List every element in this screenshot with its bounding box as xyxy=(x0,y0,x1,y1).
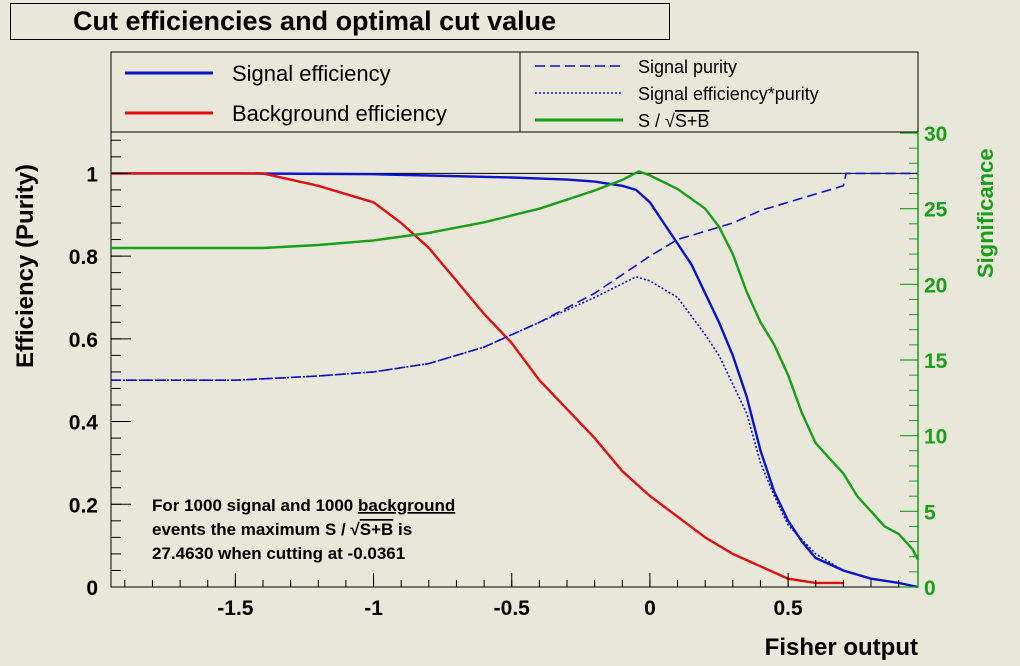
y-tick-label-0: 0 xyxy=(86,577,98,600)
y-tick-label-2: 0.4 xyxy=(69,412,99,435)
legend-left-label-1: Background efficiency xyxy=(232,101,447,126)
chart-title: Cut efficiencies and optimal cut value xyxy=(10,3,670,40)
legend-right-label-2: S / √S+B xyxy=(638,111,709,131)
series-line-3 xyxy=(111,275,919,588)
legend-left-label-0: Signal efficiency xyxy=(232,61,391,86)
y2-tick-label-3: 15 xyxy=(924,350,948,373)
x-tick-label-3: 0 xyxy=(644,597,656,620)
annotation-line1-a: For 1000 signal and 1000 xyxy=(152,496,358,515)
annotation: For 1000 signal and 1000 background even… xyxy=(152,496,455,563)
x-tick-label-2: -0.5 xyxy=(494,597,531,620)
annotation-sqrt-sign: √ xyxy=(350,520,360,539)
y2-tick-label-0: 0 xyxy=(924,577,936,600)
series-line-4 xyxy=(111,170,920,561)
annotation-line2-a: events the maximum S / xyxy=(152,520,350,539)
y-tick-label-4: 0.8 xyxy=(69,246,99,269)
y2-tick-label-5: 25 xyxy=(924,199,948,222)
annotation-line2-b: is xyxy=(393,520,412,539)
y-tick-label-5: 1 xyxy=(86,163,98,186)
annotation-line3: 27.4630 when cutting at -0.0361 xyxy=(152,544,405,563)
y2-tick-label-6: 30 xyxy=(924,123,947,146)
legend-right-label-0: Signal purity xyxy=(638,57,737,77)
y-tick-label-1: 0.2 xyxy=(69,494,98,517)
y2-tick-label-2: 10 xyxy=(924,426,947,449)
x-tick-label-1: -1 xyxy=(364,597,383,620)
y2-tick-label-1: 5 xyxy=(924,501,936,524)
svg-text:For 1000 signal and 1000 backg: For 1000 signal and 1000 background xyxy=(152,496,455,515)
x-axis-title: Fisher output xyxy=(765,634,918,661)
svg-text:events the maximum S / √S+B is: events the maximum S / √S+B is xyxy=(152,520,412,539)
y-axis-title: Efficiency (Purity) xyxy=(12,164,39,368)
x-tick-label-4: 0.5 xyxy=(774,597,804,620)
annotation-line1-b: background xyxy=(358,496,455,515)
series-group xyxy=(111,170,920,589)
legend-right-label-1: Signal efficiency*purity xyxy=(638,84,819,104)
y2-axis-title: Significance xyxy=(973,148,998,278)
annotation-line2-sqrt: S+B xyxy=(360,520,394,539)
series-line-0 xyxy=(111,172,919,589)
y-tick-label-3: 0.6 xyxy=(69,329,98,352)
y2-tick-label-4: 20 xyxy=(924,274,947,297)
legend-box xyxy=(110,51,919,133)
legend: Signal efficiency Background efficiency Si… xyxy=(125,57,819,131)
series-line-1 xyxy=(111,172,844,585)
x-tick-label-0: -1.5 xyxy=(217,597,254,620)
